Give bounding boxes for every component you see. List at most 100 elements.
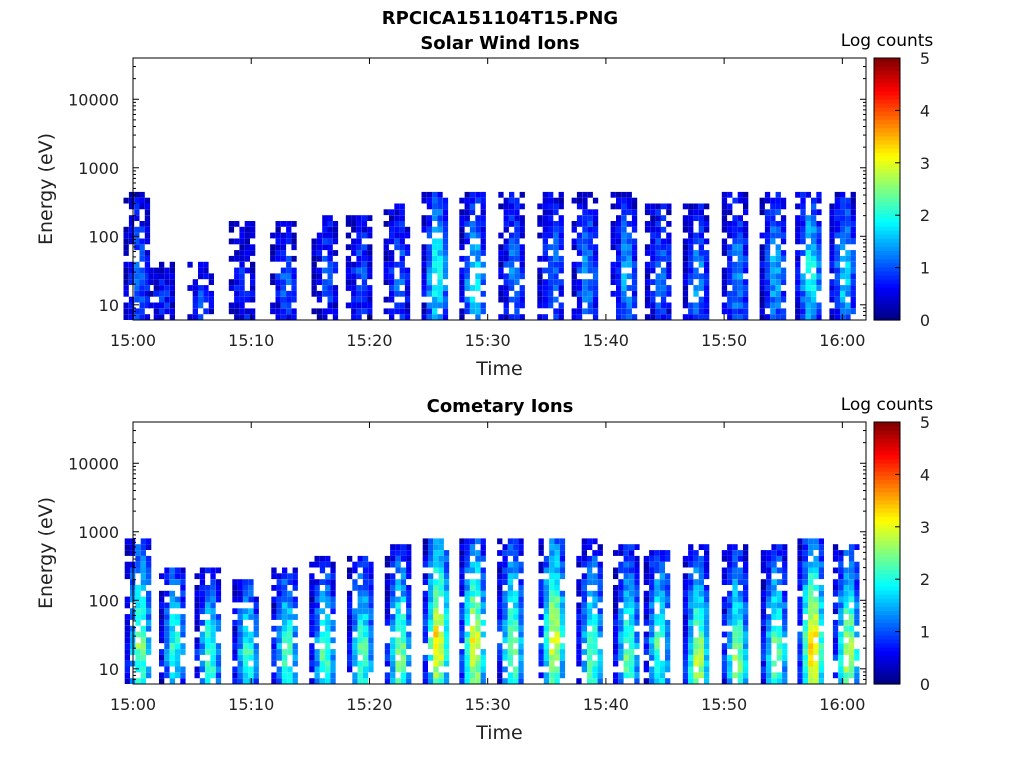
spectrogram-cell-burst-14 [634, 573, 640, 580]
spectrogram-cell-burst-16 [682, 561, 689, 568]
spectrogram-cell-burst-5 [291, 308, 297, 315]
spectrogram-cell-burst-18 [770, 302, 776, 309]
spectrogram-cell-burst-16 [688, 561, 694, 568]
spectrogram-cell-burst-13 [581, 561, 587, 568]
spectrogram-cell-burst-10 [480, 544, 486, 550]
spectrogram-cell-burst-15 [650, 244, 656, 251]
spectrogram-cell-burst-16 [698, 585, 704, 591]
spectrogram-cell-burst-7 [356, 221, 362, 227]
spectrogram-cell-burst-17 [727, 255, 733, 262]
spectrogram-cell-burst-4 [228, 221, 235, 227]
spectrogram-cell-burst-17 [743, 209, 749, 216]
spectrogram-cell-burst-20 [843, 678, 849, 684]
spectrogram-cell-burst-13 [592, 250, 599, 256]
spectrogram-cell-burst-11 [507, 614, 514, 620]
spectrogram-cell-burst-13 [576, 614, 582, 620]
spectrogram-cell-burst-4 [228, 308, 235, 315]
spectrogram-cell-burst-8 [390, 672, 396, 679]
spectrogram-cell-burst-12 [542, 285, 548, 291]
spectrogram-cell-burst-12 [554, 625, 560, 632]
spectrogram-cell-burst-4 [239, 250, 245, 256]
spectrogram-cell-burst-18 [771, 544, 777, 550]
spectrogram-cell-burst-11 [507, 544, 514, 550]
spectrogram-cell-burst-13 [587, 614, 593, 620]
spectrogram-cell-burst-15 [654, 678, 660, 684]
colorbar-segment [874, 295, 900, 301]
spectrogram-cell-burst-7 [367, 232, 373, 239]
spectrogram-cell-burst-15 [643, 573, 649, 580]
spectrogram-cell-burst-10 [459, 678, 465, 684]
spectrogram-cell-burst-2 [175, 631, 181, 638]
spectrogram-cell-burst-20 [840, 267, 846, 274]
spectrogram-cell-burst-13 [597, 561, 603, 568]
spectrogram-cell-burst-15 [649, 619, 655, 626]
spectrogram-cell-burst-12 [554, 602, 560, 609]
spectrogram-cell-burst-19 [797, 550, 803, 556]
spectrogram-cell-burst-1 [124, 672, 130, 679]
spectrogram-cell-burst-15 [665, 573, 671, 580]
spectrogram-cell-burst-10 [464, 672, 470, 679]
spectrogram-cell-burst-10 [459, 238, 465, 245]
spectrogram-cell-burst-8 [383, 296, 389, 303]
spectrogram-cell-burst-14 [616, 238, 622, 245]
spectrogram-cell-burst-4 [248, 672, 254, 679]
spectrogram-cell-burst-14 [631, 255, 638, 262]
spectrogram-cell-burst-11 [497, 596, 503, 603]
spectrogram-cell-burst-20 [843, 608, 849, 615]
spectrogram-cell-burst-20 [834, 203, 840, 210]
spectrogram-cell-burst-15 [643, 614, 649, 620]
spectrogram-cell-burst-17 [743, 608, 749, 615]
spectrogram-cell-burst-13 [587, 608, 593, 615]
spectrogram-cell-burst-2 [169, 614, 175, 620]
colorbar-segment [874, 520, 900, 525]
spectrogram-cell-burst-13 [581, 538, 587, 545]
spectrogram-cell-burst-12 [554, 585, 560, 591]
spectrogram-cell-burst-16 [704, 255, 710, 262]
spectrogram-cell-burst-9 [432, 308, 438, 315]
spectrogram-cell-burst-15 [665, 602, 671, 609]
spectrogram-cell-burst-19 [818, 590, 824, 597]
spectrogram-cell-burst-7 [368, 590, 374, 597]
spectrogram-cell-burst-11 [513, 602, 519, 609]
spectrogram-cell-burst-17 [737, 666, 743, 673]
spectrogram-cell-burst-17 [727, 678, 733, 684]
spectrogram-cell-burst-3 [215, 666, 222, 673]
spectrogram-cell-burst-2 [169, 267, 175, 274]
spectrogram-cell-burst-11 [502, 654, 508, 661]
spectrogram-cell-burst-5 [275, 279, 281, 285]
spectrogram-cell-burst-6 [322, 226, 328, 233]
spectrogram-cell-burst-11 [509, 285, 515, 291]
spectrogram-cell-burst-8 [399, 308, 405, 315]
spectrogram-cell-burst-16 [704, 544, 710, 550]
colorbar-segment [874, 634, 900, 640]
spectrogram-cell-burst-19 [818, 585, 824, 591]
spectrogram-cell-burst-14 [626, 238, 632, 245]
spectrogram-cell-burst-12 [537, 279, 543, 285]
spectrogram-cell-burst-16 [688, 596, 694, 603]
spectrogram-cell-burst-11 [519, 285, 525, 291]
spectrogram-cell-burst-12 [543, 590, 550, 597]
spectrogram-cell-burst-13 [592, 614, 598, 620]
spectrogram-cell-burst-11 [509, 273, 515, 280]
spectrogram-cell-burst-17 [721, 290, 728, 297]
x-tick-label: 15:30 [465, 331, 511, 350]
spectrogram-cell-burst-12 [543, 649, 550, 655]
spectrogram-cell-burst-20 [834, 267, 840, 274]
spectrogram-cell-burst-5 [275, 296, 281, 303]
spectrogram-cell-burst-18 [782, 579, 788, 585]
spectrogram-cell-burst-19 [813, 602, 819, 609]
spectrogram-cell-burst-14 [634, 637, 640, 644]
spectrogram-cell-burst-3 [199, 602, 206, 609]
spectrogram-cell-burst-18 [770, 285, 776, 291]
spectrogram-cell-burst-16 [693, 608, 699, 615]
spectrogram-cell-burst-19 [797, 678, 803, 684]
colorbar-segment [874, 569, 900, 575]
spectrogram-cell-burst-16 [698, 561, 704, 568]
spectrogram-cell-burst-16 [693, 579, 699, 585]
spectrogram-cell-burst-17 [737, 590, 743, 597]
spectrogram-cell-burst-9 [432, 238, 438, 245]
spectrogram-cell-burst-18 [759, 296, 765, 303]
spectrogram-cell-burst-10 [475, 614, 481, 620]
spectrogram-cell-burst-7 [347, 573, 353, 580]
spectrogram-cell-burst-15 [650, 302, 656, 309]
